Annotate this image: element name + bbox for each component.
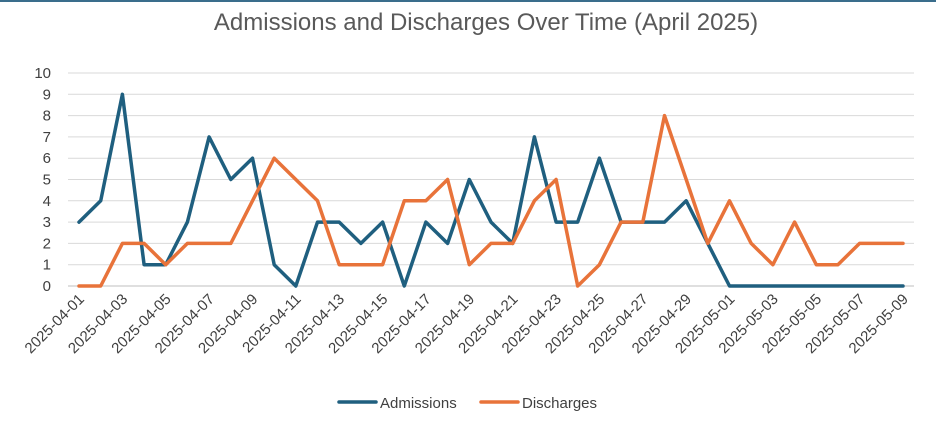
y-tick-label: 0 — [43, 278, 51, 295]
y-tick-label: 3 — [43, 214, 51, 231]
top-border — [0, 0, 936, 2]
y-axis: 0 1 2 3 4 5 6 7 8 9 10 — [34, 65, 51, 295]
y-tick-label: 5 — [43, 172, 51, 189]
series-lines — [77, 92, 905, 288]
y-tick-label: 6 — [43, 150, 51, 167]
chart-title: Admissions and Discharges Over Time (Apr… — [214, 9, 758, 36]
x-axis: 2025-04-012025-04-032025-04-052025-04-07… — [22, 291, 912, 357]
y-tick-label: 4 — [43, 193, 51, 210]
y-tick-label: 8 — [43, 108, 51, 125]
series-line-admissions — [77, 92, 905, 288]
gridlines — [68, 72, 914, 287]
y-tick-label: 10 — [34, 65, 51, 82]
y-tick-label: 2 — [43, 235, 51, 252]
legend-label-discharges: Discharges — [522, 395, 597, 412]
y-tick-label: 9 — [43, 86, 51, 103]
legend: Admissions Discharges — [337, 395, 597, 412]
legend-label-admissions: Admissions — [380, 395, 457, 412]
y-tick-label: 1 — [43, 257, 51, 274]
y-tick-label: 7 — [43, 129, 51, 146]
series-line-discharges — [77, 113, 905, 288]
